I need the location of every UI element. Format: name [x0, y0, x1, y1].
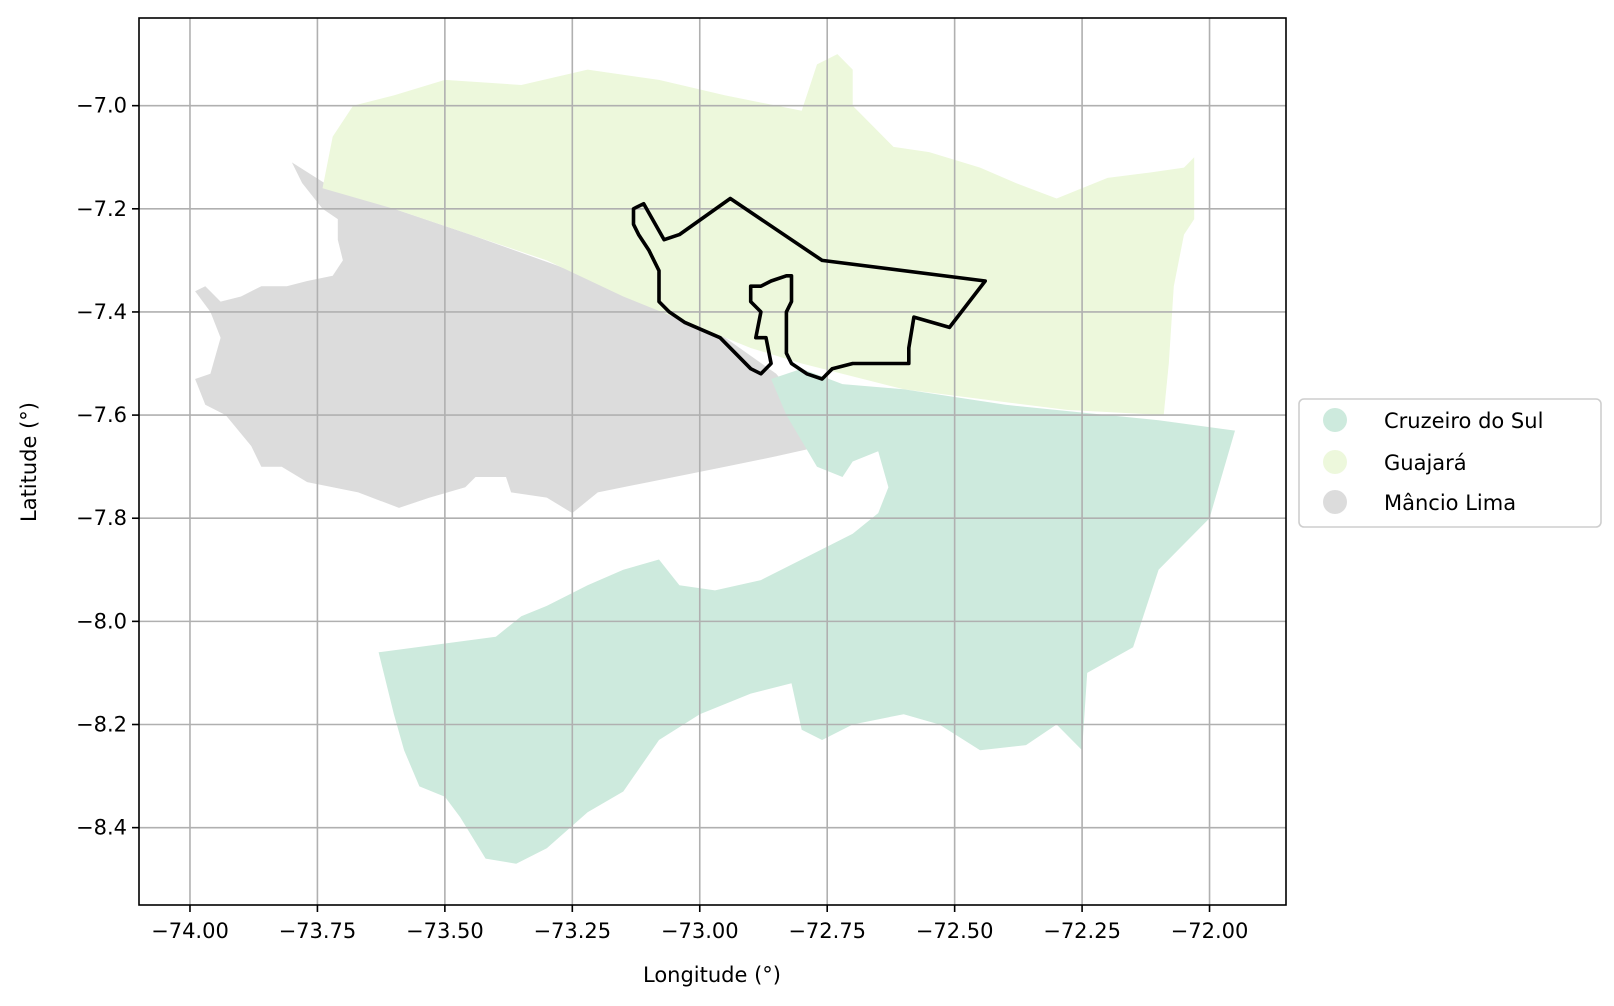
- y-tick-label: −7.2: [76, 197, 127, 221]
- y-tick-label: −8.4: [76, 816, 127, 840]
- y-tick-label: −7.0: [76, 94, 127, 118]
- x-tick-label: −73.25: [533, 919, 611, 943]
- legend-entry: Guajará: [1323, 450, 1467, 475]
- x-tick-label: −73.50: [406, 919, 484, 943]
- y-tick-label: −7.6: [76, 403, 127, 427]
- y-axis: −7.0 −7.2 −7.4 −7.6 −7.8 −8.0 −8.2 −8.4: [76, 94, 139, 840]
- y-tick-label: −7.8: [76, 506, 127, 530]
- legend-marker: [1323, 408, 1347, 432]
- x-tick-label: −73.75: [279, 919, 357, 943]
- legend-label: Cruzeiro do Sul: [1384, 409, 1543, 433]
- legend-entry: Cruzeiro do Sul: [1323, 408, 1543, 433]
- legend-label: Guajará: [1384, 451, 1467, 475]
- regions: [195, 54, 1236, 864]
- legend-label: Mâncio Lima: [1384, 491, 1516, 515]
- legend-marker: [1323, 450, 1347, 474]
- x-tick-label: −73.00: [661, 919, 739, 943]
- x-tick-label: −74.00: [151, 919, 229, 943]
- y-tick-label: −8.2: [76, 713, 127, 737]
- x-tick-label: −72.50: [916, 919, 994, 943]
- x-axis: −74.00 −73.75 −73.50 −73.25 −73.00 −72.75 −72.…: [151, 905, 1248, 943]
- y-axis-label: Latitude (°): [17, 402, 41, 522]
- grid-overlay: [139, 18, 1286, 905]
- legend-entry: Mâncio Lima: [1323, 490, 1516, 515]
- legend-frame: [1298, 398, 1602, 528]
- region-cruzeiro-do-sul: [378, 368, 1236, 864]
- region-guajara: [322, 54, 1195, 416]
- x-tick-label: −72.25: [1043, 919, 1121, 943]
- legend-marker: [1323, 490, 1347, 514]
- highlight-boundary: [631, 196, 987, 381]
- y-tick-label: −7.4: [76, 300, 127, 324]
- region-mancio-lima: [195, 162, 823, 514]
- axes-frame: [138, 17, 1287, 906]
- x-tick-label: −72.75: [788, 919, 866, 943]
- y-tick-label: −8.0: [76, 609, 127, 633]
- legend: Cruzeiro do Sul Guajará Mâncio Lima: [1298, 398, 1602, 528]
- x-axis-label: Longitude (°): [643, 963, 781, 987]
- x-tick-label: −72.00: [1171, 919, 1249, 943]
